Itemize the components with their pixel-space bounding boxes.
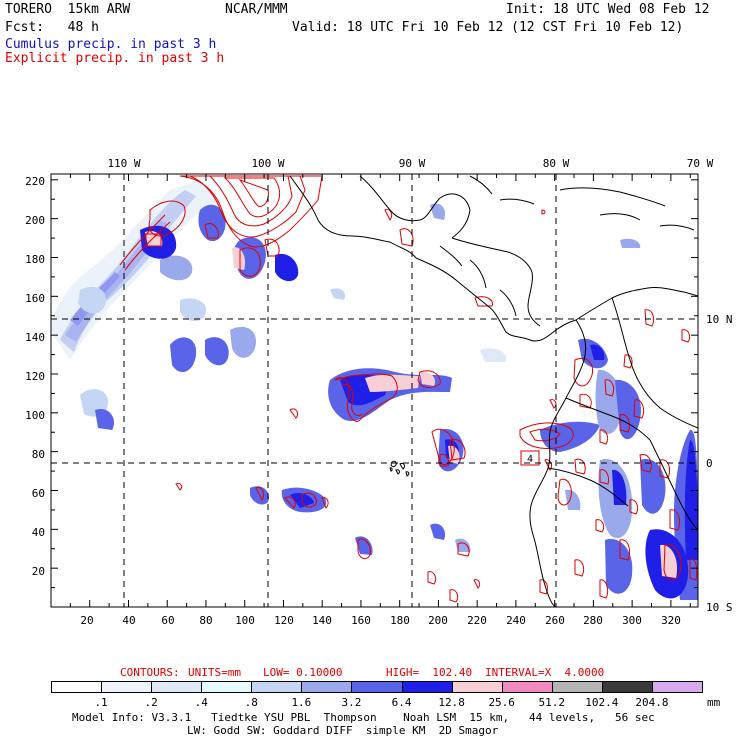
x-tick-label: 280: [583, 614, 603, 627]
explicit-field-label: Explicit precip. in past 3 h: [5, 51, 225, 66]
legend-color-box: [201, 681, 253, 693]
init-time: Init: 18 UTC Wed 08 Feb 12: [506, 2, 710, 17]
legend-color-box: [301, 681, 353, 693]
x-tick-label: 140: [312, 614, 332, 627]
contours-label: CONTOURS:: [120, 666, 180, 679]
y-tick-label: 200: [25, 214, 45, 227]
y-tick-label: 180: [25, 253, 45, 266]
model-info: Model Info: V3.3.1 Tiedtke YSU PBL Thomp…: [72, 711, 655, 724]
legend-label: 51.2: [538, 696, 566, 709]
point-marker-label: 4: [527, 454, 533, 465]
contours-interval: INTERVAL=X 4.0000: [485, 666, 605, 679]
latitude-labels: 10 N 0 10 S: [706, 313, 733, 614]
legend-label: .4: [194, 696, 208, 709]
y-tick-label: 60: [32, 487, 45, 500]
y-tick-label: 120: [25, 370, 45, 383]
model-title: TORERO 15km ARW: [5, 2, 131, 17]
explicit-precip-contours: [119, 175, 698, 603]
model-physics: LW: Godd SW: Goddard DIFF simple KM 2D S…: [187, 724, 499, 737]
x-tick-label: 300: [622, 614, 642, 627]
longitude-label: 70 W: [687, 157, 714, 170]
legend-color-box: [151, 681, 203, 693]
y-tick-label: 20: [32, 565, 45, 578]
y-tick-label: 220: [25, 175, 45, 188]
organization-label: NCAR/MMM: [225, 2, 288, 17]
y-tick-label: 40: [32, 526, 45, 539]
legend-label: .8: [244, 696, 258, 709]
x-tick-label: 160: [351, 614, 371, 627]
plot-frame: [50, 173, 699, 608]
cumulus-precip-areas: [51, 180, 698, 600]
cumulus-field-label: Cumulus precip. in past 3 h: [5, 37, 217, 52]
x-tick-label: 240: [506, 614, 526, 627]
x-tick-label: 200: [428, 614, 448, 627]
y-tick-label: 80: [32, 448, 45, 461]
legend-label: .2: [144, 696, 158, 709]
graticule: [51, 174, 698, 607]
legend-label: 6.4: [391, 696, 412, 709]
x-tick-label: 80: [199, 614, 212, 627]
x-tick-label: 60: [161, 614, 174, 627]
latitude-label: 0: [706, 457, 713, 470]
contours-high: HIGH= 102.40: [386, 666, 473, 679]
x-tick-label: 100: [235, 614, 255, 627]
latitude-label: 10 N: [706, 313, 733, 326]
x-tick-label: 120: [274, 614, 294, 627]
legend-label: .1: [94, 696, 108, 709]
legend-label: 25.6: [488, 696, 515, 709]
x-axis-labels: 20 40 60 80 100 120 140 160 180 200 220 …: [80, 614, 681, 627]
legend-color-box: [251, 681, 303, 693]
legend-color-box: [401, 681, 453, 693]
longitude-label: 80 W: [543, 157, 570, 170]
x-tick-label: 20: [80, 614, 93, 627]
legend-label: 102.4: [585, 696, 619, 709]
legend-label: 1.6: [291, 696, 312, 709]
x-axis-ticks: [50, 174, 691, 607]
legend-color-box: [451, 681, 503, 693]
longitude-label: 110 W: [107, 157, 140, 170]
valid-time: Valid: 18 UTC Fri 10 Feb 12 (12 CST Fri …: [292, 20, 684, 35]
x-tick-label: 180: [390, 614, 410, 627]
y-tick-label: 140: [25, 331, 45, 344]
legend-color-box: [101, 681, 153, 693]
legend-label: 204.8: [635, 696, 669, 709]
latitude-label: 10 S: [706, 601, 733, 614]
contours-low: LOW= 0.10000: [263, 666, 343, 679]
longitude-label: 100 W: [251, 157, 284, 170]
longitude-label: 90 W: [399, 157, 426, 170]
y-axis-ticks: [51, 179, 698, 608]
forecast-hour: Fcst: 48 h: [5, 20, 99, 35]
legend-color-box: [51, 681, 103, 693]
x-tick-label: 40: [122, 614, 135, 627]
legend-color-box: [351, 681, 403, 693]
y-axis-labels: 220 200 180 160 140 120 100 80 60 40 20: [25, 175, 45, 578]
y-tick-label: 160: [25, 292, 45, 305]
legend-color-box: [601, 681, 653, 693]
x-tick-label: 260: [545, 614, 565, 627]
x-tick-label: 320: [661, 614, 681, 627]
coastlines: [289, 175, 698, 607]
legend-color-box: [651, 681, 703, 693]
y-tick-label: 100: [25, 409, 45, 422]
longitude-labels: 110 W 100 W 90 W 80 W 70 W: [107, 157, 713, 170]
legend-unit: mm: [707, 696, 721, 709]
x-tick-label: 220: [467, 614, 487, 627]
legend-color-box: [551, 681, 603, 693]
legend-color-box: [501, 681, 553, 693]
legend-label: 3.2: [341, 696, 362, 709]
legend-label: 12.8: [438, 696, 465, 709]
contours-units: UNITS=mm: [188, 666, 241, 679]
